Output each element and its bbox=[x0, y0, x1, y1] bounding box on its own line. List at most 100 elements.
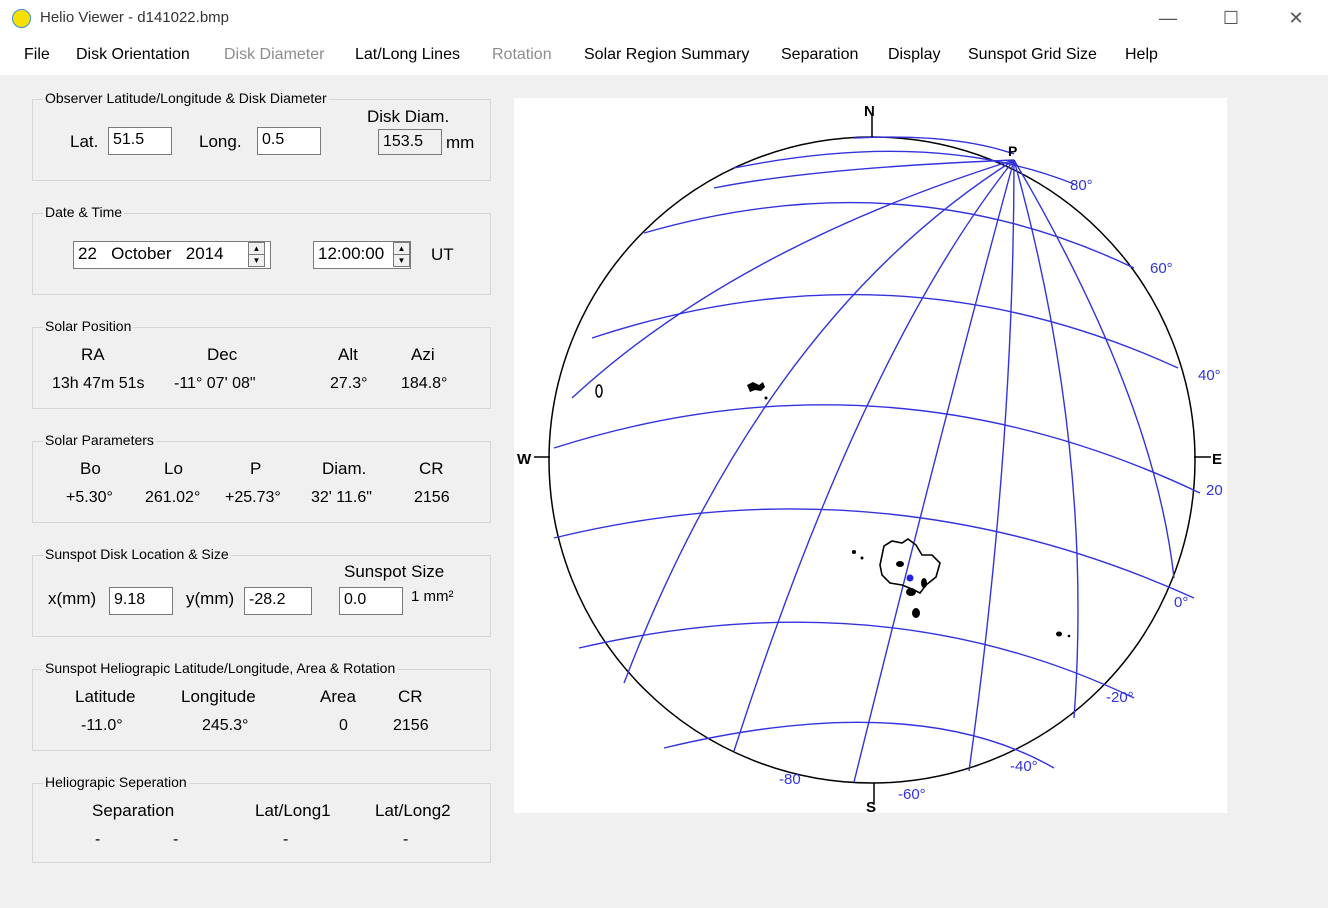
time-spin-up-icon[interactable]: ▲ bbox=[394, 243, 409, 255]
separation-value-2: - bbox=[173, 831, 179, 848]
lat-label-60: 60° bbox=[1150, 260, 1173, 277]
cr-helio-header: CR bbox=[398, 687, 423, 706]
menu-bar: File Disk Orientation Disk Diameter Lat/… bbox=[0, 38, 1328, 75]
lat-label-minus-60: -60° bbox=[898, 786, 926, 803]
diam-header: Diam. bbox=[322, 459, 367, 478]
time-spinner[interactable]: ▲ ▼ bbox=[393, 242, 410, 267]
lat-label-20: 20 bbox=[1206, 482, 1223, 499]
solar-parameters-title: Solar Parameters bbox=[43, 432, 156, 448]
area-header: Area bbox=[320, 687, 356, 706]
latitude-line-minus-20 bbox=[578, 621, 1135, 699]
sunspot-size-input[interactable]: 0.0 bbox=[339, 587, 403, 615]
pole-label: P bbox=[1008, 143, 1017, 159]
longitude-line-5 bbox=[1013, 159, 1175, 579]
sunspot-size-label: Sunspot Size bbox=[344, 562, 445, 581]
latitude-line-70 bbox=[733, 150, 1075, 185]
separation-title: Heliograpic Seperation bbox=[43, 774, 189, 790]
latitude-input[interactable]: 51.5 bbox=[108, 127, 172, 155]
minimize-button[interactable]: — bbox=[1159, 8, 1177, 28]
latitude-line-20 bbox=[553, 404, 1201, 494]
y-input[interactable]: -28.2 bbox=[244, 587, 312, 615]
x-input[interactable]: 9.18 bbox=[109, 587, 173, 615]
sunspot-location-title: Sunspot Disk Location & Size bbox=[43, 546, 231, 562]
sunspot-location-group: Sunspot Disk Location & Size x(mm) 9.18 … bbox=[32, 546, 491, 637]
sunspot-small-left bbox=[595, 384, 603, 398]
longitude-line-3 bbox=[968, 159, 1015, 772]
date-day: 22 bbox=[78, 244, 97, 263]
date-spin-up-icon[interactable]: ▲ bbox=[249, 243, 264, 255]
disk-diameter-field: 153.5 bbox=[378, 129, 442, 155]
title-bar: Helio Viewer - d141022.bmp — ☐ ✕ bbox=[0, 0, 1328, 38]
sunspot-heliographic-group: Sunspot Heliograpic Latitude/Longitude, … bbox=[32, 660, 491, 751]
date-picker[interactable]: 22 October 2014 bbox=[73, 241, 271, 269]
longitude-line-7 bbox=[571, 159, 1015, 399]
ra-header: RA bbox=[81, 345, 105, 364]
menu-file[interactable]: File bbox=[24, 46, 50, 63]
cr-helio-value: 2156 bbox=[393, 717, 429, 734]
separation-value: - bbox=[95, 831, 101, 848]
menu-help[interactable]: Help bbox=[1125, 46, 1158, 63]
x-label: x(mm) bbox=[48, 589, 97, 608]
alt-header: Alt bbox=[338, 345, 358, 364]
menu-sunspot-grid-size[interactable]: Sunspot Grid Size bbox=[968, 46, 1097, 63]
sunspot-dot-mid-2 bbox=[860, 556, 864, 560]
east-label: E bbox=[1212, 451, 1222, 468]
long-label: Long. bbox=[199, 132, 242, 151]
menu-display[interactable]: Display bbox=[888, 46, 941, 63]
lat-label-80: 80° bbox=[1070, 177, 1093, 194]
observer-group-title: Observer Latitude/Longitude & Disk Diame… bbox=[43, 90, 329, 106]
lat-long2-header: Lat/Long2 bbox=[375, 801, 451, 820]
menu-lat-long-lines[interactable]: Lat/Long Lines bbox=[355, 46, 460, 63]
longitude-value: 245.3° bbox=[202, 717, 249, 734]
lat-long1-value: - bbox=[283, 831, 289, 848]
date-spinner[interactable]: ▲ ▼ bbox=[248, 242, 265, 267]
latitude-header: Latitude bbox=[75, 687, 136, 706]
date-spin-down-icon[interactable]: ▼ bbox=[252, 256, 261, 265]
close-button[interactable]: ✕ bbox=[1288, 8, 1304, 28]
longitude-input[interactable]: 0.5 bbox=[257, 127, 321, 155]
date-time-group: Date & Time 22 October 2014 ▲ ▼ 12:00:00… bbox=[32, 204, 491, 295]
lat-long-grid bbox=[553, 136, 1201, 783]
sun-app-icon bbox=[12, 9, 31, 28]
sunspot-dot-upper bbox=[764, 396, 768, 400]
time-spin-down-icon[interactable]: ▼ bbox=[397, 256, 406, 265]
latitude-line-80 bbox=[853, 136, 1015, 155]
cr-value: 2156 bbox=[414, 489, 450, 506]
separation-header: Separation bbox=[92, 801, 175, 820]
menu-disk-diameter[interactable]: Disk Diameter bbox=[224, 46, 325, 63]
date-month: October bbox=[111, 244, 172, 263]
timezone-label: UT bbox=[431, 245, 454, 264]
solar-disk-svg[interactable]: N S W E P 80° 60° 40° 20 0° -20° -40° -6… bbox=[514, 98, 1227, 816]
disk-limb bbox=[548, 136, 1196, 784]
diam-value: 32' 11.6" bbox=[311, 489, 372, 506]
sunspot-heliographic-title: Sunspot Heliograpic Latitude/Longitude, … bbox=[43, 660, 398, 676]
disk-diam-label: Disk Diam. bbox=[367, 107, 450, 126]
sunspot-right bbox=[1056, 631, 1062, 637]
menu-rotation[interactable]: Rotation bbox=[492, 46, 552, 63]
menu-disk-orientation[interactable]: Disk Orientation bbox=[76, 46, 190, 63]
lo-value: 261.02° bbox=[145, 489, 201, 506]
p-value: +25.73° bbox=[225, 489, 281, 506]
sunspots bbox=[595, 382, 1071, 638]
lat-label: Lat. bbox=[70, 132, 99, 151]
window-title: Helio Viewer - d141022.bmp bbox=[40, 9, 230, 26]
azi-header: Azi bbox=[411, 345, 435, 364]
sunspot-umbra-3 bbox=[921, 578, 927, 588]
maximize-button[interactable]: ☐ bbox=[1222, 8, 1240, 28]
sunspot-right-dot bbox=[1067, 634, 1071, 638]
menu-solar-region-summary[interactable]: Solar Region Summary bbox=[584, 46, 750, 63]
lat-label-minus-80: -80 bbox=[779, 771, 801, 788]
alt-value: 27.3° bbox=[330, 375, 368, 392]
menu-separation[interactable]: Separation bbox=[781, 46, 859, 63]
latitude-line-60 bbox=[643, 201, 1135, 269]
solar-position-group: Solar Position RA Dec Alt Azi 13h 47m 51… bbox=[32, 318, 491, 409]
sunspot-dot-mid bbox=[852, 550, 856, 554]
sunspot-umbra-1 bbox=[906, 588, 916, 596]
solar-position-title: Solar Position bbox=[43, 318, 134, 334]
cr-header: CR bbox=[419, 459, 444, 478]
disk-diam-unit: mm bbox=[446, 133, 475, 152]
latitude-line-0 bbox=[553, 508, 1195, 599]
solar-disk-canvas[interactable]: N S W E P 80° 60° 40° 20 0° -20° -40° -6… bbox=[514, 98, 1227, 816]
latitude-line-minus-40 bbox=[663, 721, 1055, 769]
sunspot-trailing bbox=[912, 608, 920, 618]
